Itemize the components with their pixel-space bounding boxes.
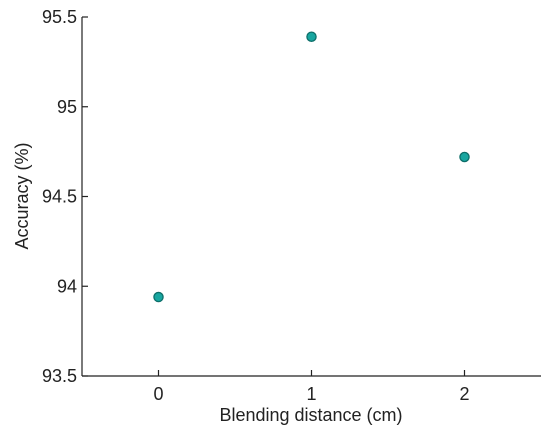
y-tick-label: 93.5 — [42, 366, 77, 386]
x-tick-label: 1 — [306, 384, 316, 404]
data-point — [306, 31, 317, 42]
y-axis: 93.5 94 94.5 95 95.5 — [42, 7, 88, 386]
y-tick-label: 95.5 — [42, 7, 77, 27]
y-axis-title: Accuracy (%) — [12, 142, 32, 249]
y-tick-label: 95 — [57, 97, 77, 117]
data-points — [153, 31, 470, 303]
x-tick-label: 2 — [459, 384, 469, 404]
x-axis-title: Blending distance (cm) — [219, 405, 402, 425]
x-tick-label: 0 — [153, 384, 163, 404]
data-point — [153, 291, 164, 303]
x-axis: 0 1 2 — [82, 370, 541, 404]
y-tick-label: 94.5 — [42, 187, 77, 207]
data-point — [459, 151, 470, 163]
y-tick-label: 94 — [57, 276, 77, 296]
